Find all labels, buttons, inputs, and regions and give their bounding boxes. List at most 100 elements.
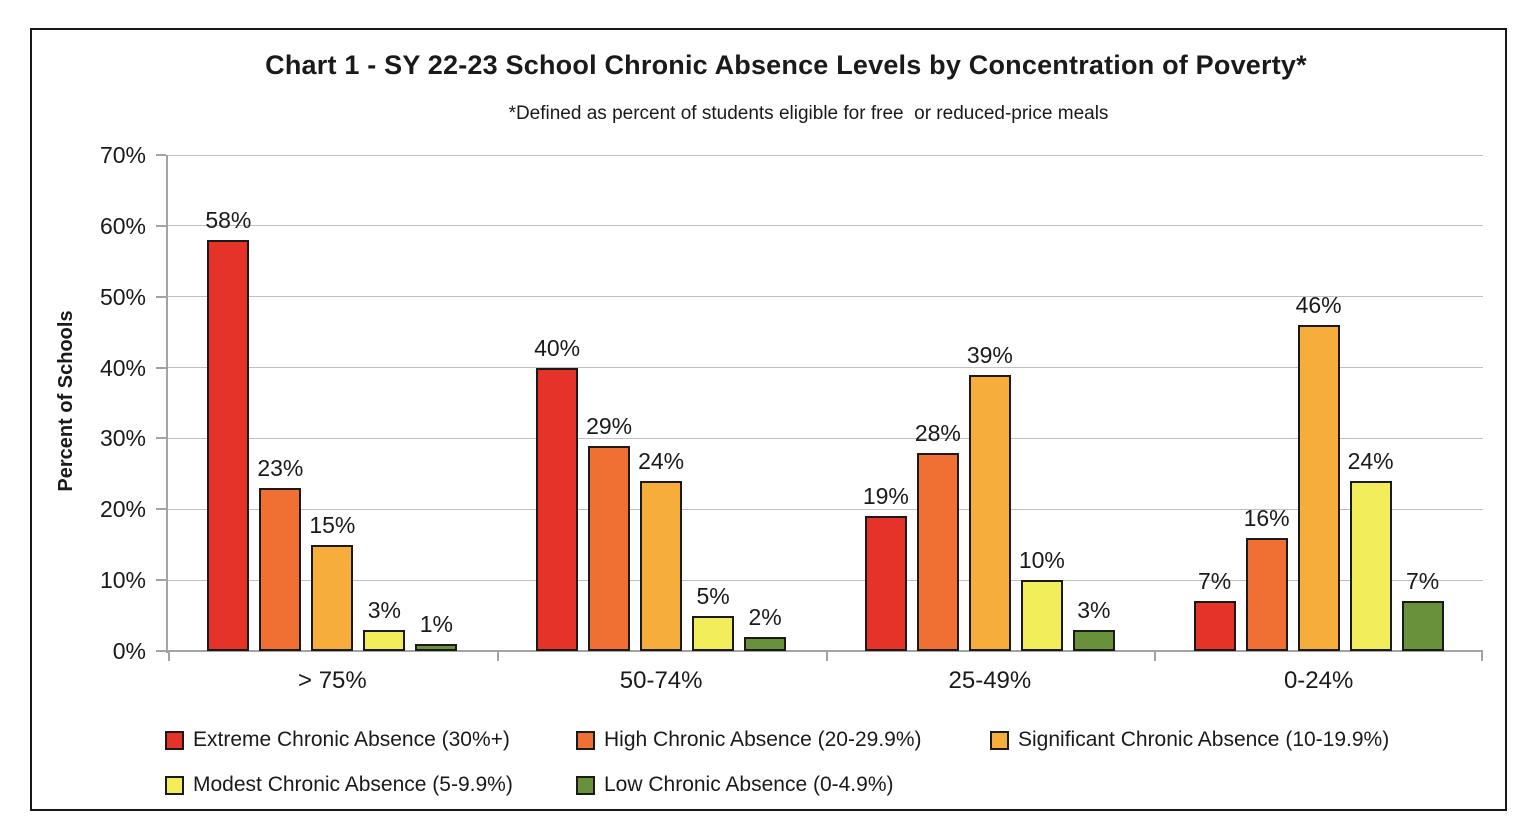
bar-value-label: 58% xyxy=(205,207,252,234)
bar-rect xyxy=(259,488,302,651)
bar-value-label: 28% xyxy=(914,419,961,446)
y-tick-label: 30% xyxy=(99,425,146,452)
x-category-label: 0-24% xyxy=(1283,667,1354,694)
x-category-label: 50-74% xyxy=(619,667,703,694)
bar-rect xyxy=(536,367,579,651)
bar-value-label: 7% xyxy=(1406,568,1440,595)
bar-group: 58% 23% 15% 3% 1% xyxy=(168,155,497,651)
bar-group: 40% 29% 24% 5% 2% xyxy=(497,155,826,651)
y-tick-label: 70% xyxy=(99,142,146,168)
gridline xyxy=(168,367,1483,369)
bar-rect xyxy=(916,452,959,651)
legend-swatch xyxy=(576,775,595,795)
bar-value-label: 7% xyxy=(1198,568,1232,595)
bar-value-label: 24% xyxy=(1347,447,1394,474)
y-tick-label: 50% xyxy=(99,283,146,310)
chart-title: Chart 1 - SY 22-23 School Chronic Absenc… xyxy=(265,50,1307,80)
legend-label: Low Chronic Absence (0-4.9%) xyxy=(604,773,894,796)
y-axis-tick xyxy=(156,295,166,298)
bar-significant: 15% xyxy=(309,512,355,651)
y-axis-line xyxy=(166,155,168,653)
bar-low: 7% xyxy=(1401,568,1444,651)
bar-value-label: 3% xyxy=(367,596,401,623)
legend-label: High Chronic Absence (20-29.9%) xyxy=(604,728,922,751)
legend-label: Modest Chronic Absence (5-9.9%) xyxy=(193,773,513,796)
gridline xyxy=(168,437,1483,439)
x-axis-tick xyxy=(1481,652,1483,661)
bar-value-label: 1% xyxy=(419,610,453,637)
x-axis-tick xyxy=(496,652,499,661)
bar-rect xyxy=(692,615,735,651)
y-tick-label: 40% xyxy=(99,354,146,381)
bar-high: 23% xyxy=(257,455,303,651)
y-tick-label: 10% xyxy=(99,567,146,594)
bar-value-label: 19% xyxy=(862,483,909,510)
legend-label: Extreme Chronic Absence (30%+) xyxy=(193,728,510,751)
bar-rect xyxy=(363,629,406,651)
legend-item: Modest Chronic Absence (5-9.9%) xyxy=(165,772,513,798)
y-axis-tick xyxy=(156,224,166,227)
bar-high: 28% xyxy=(915,420,961,651)
gridline xyxy=(168,225,1483,227)
bar-value-label: 23% xyxy=(257,455,304,482)
legend-swatch xyxy=(165,730,184,750)
bar-value-label: 3% xyxy=(1077,596,1111,623)
bar-high: 29% xyxy=(586,413,632,651)
bar-rect xyxy=(640,480,683,651)
bar-high: 16% xyxy=(1244,505,1290,651)
bar-value-label: 10% xyxy=(1018,547,1065,574)
bar-low: 1% xyxy=(415,611,458,651)
x-axis-tick xyxy=(1154,652,1157,661)
legend-item: High Chronic Absence (20-29.9%) xyxy=(576,727,922,753)
x-axis-line xyxy=(160,650,1483,652)
gridline xyxy=(168,154,1483,156)
bar-value-label: 39% xyxy=(966,341,1013,368)
gridline xyxy=(168,579,1483,581)
bar-rect xyxy=(1297,325,1340,651)
bar-modest: 24% xyxy=(1348,448,1394,651)
bar-rect xyxy=(207,240,250,651)
y-axis-tick xyxy=(156,579,166,582)
bar-value-label: 24% xyxy=(638,447,685,474)
bar-extreme: 7% xyxy=(1193,568,1236,651)
y-axis-tick xyxy=(156,437,166,440)
x-category-label: > 75% xyxy=(298,667,367,694)
bar-extreme: 40% xyxy=(534,335,580,651)
bar-rect xyxy=(864,516,907,651)
bar-rect xyxy=(415,643,458,651)
bar-significant: 24% xyxy=(638,448,684,651)
gridline xyxy=(168,508,1483,510)
bar-value-label: 40% xyxy=(534,334,581,361)
y-axis-tick xyxy=(156,366,166,369)
bar-value-label: 15% xyxy=(309,511,356,538)
bar-rect xyxy=(744,636,787,651)
bar-extreme: 19% xyxy=(863,483,909,651)
x-axis-tick xyxy=(825,652,828,661)
bar-modest: 3% xyxy=(363,597,406,651)
bar-rect xyxy=(1072,629,1115,651)
x-axis-tick xyxy=(168,652,170,661)
bar-rect xyxy=(1349,480,1392,651)
bar-rect xyxy=(1401,601,1444,651)
bar-rect xyxy=(1245,537,1288,651)
bar-value-label: 29% xyxy=(586,412,633,439)
bar-group: 19% 28% 39% 10% 3% xyxy=(826,155,1155,651)
legend-swatch xyxy=(576,730,595,750)
chart-frame: Chart 1 - SY 22-23 School Chronic Absenc… xyxy=(30,28,1507,811)
chart-subtitle: *Defined as percent of students eligible… xyxy=(508,103,1109,124)
legend-swatch xyxy=(165,775,184,795)
legend-item: Significant Chronic Absence (10-19.9%) xyxy=(990,727,1389,753)
legend-label: Significant Chronic Absence (10-19.9%) xyxy=(1018,728,1390,751)
bar-rect xyxy=(311,544,354,651)
y-tick-label: 20% xyxy=(99,496,146,523)
bar-rect xyxy=(1020,580,1063,651)
legend-item: Extreme Chronic Absence (30%+) xyxy=(165,727,510,753)
y-tick-label: 60% xyxy=(99,212,146,239)
y-axis-tick xyxy=(156,154,166,156)
legend-item: Low Chronic Absence (0-4.9%) xyxy=(576,772,893,798)
bar-rect xyxy=(588,445,631,651)
bar-significant: 39% xyxy=(967,342,1013,651)
y-tick-label: 0% xyxy=(112,638,146,664)
bar-value-label: 2% xyxy=(748,603,782,630)
